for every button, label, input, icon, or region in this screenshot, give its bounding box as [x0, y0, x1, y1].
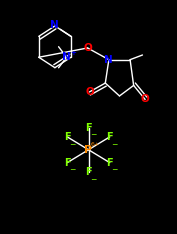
Text: N: N [50, 20, 59, 30]
Text: −: − [112, 166, 118, 175]
Text: 6+: 6+ [90, 142, 99, 147]
Text: −: − [90, 175, 97, 184]
Text: O: O [141, 95, 150, 104]
Text: F: F [85, 167, 92, 177]
Text: +: + [70, 50, 76, 56]
Text: −: − [90, 131, 97, 139]
Text: −: − [112, 140, 118, 149]
Text: −: − [69, 140, 75, 149]
Text: F: F [106, 132, 113, 142]
Text: O: O [85, 87, 94, 97]
Text: F: F [106, 158, 113, 168]
Text: F: F [64, 132, 71, 142]
Text: −: − [69, 166, 75, 175]
Text: F: F [85, 123, 92, 132]
Text: N: N [62, 52, 71, 62]
Text: P: P [84, 145, 93, 155]
Text: F: F [64, 158, 71, 168]
Text: N: N [104, 55, 113, 65]
Text: O: O [83, 43, 92, 53]
